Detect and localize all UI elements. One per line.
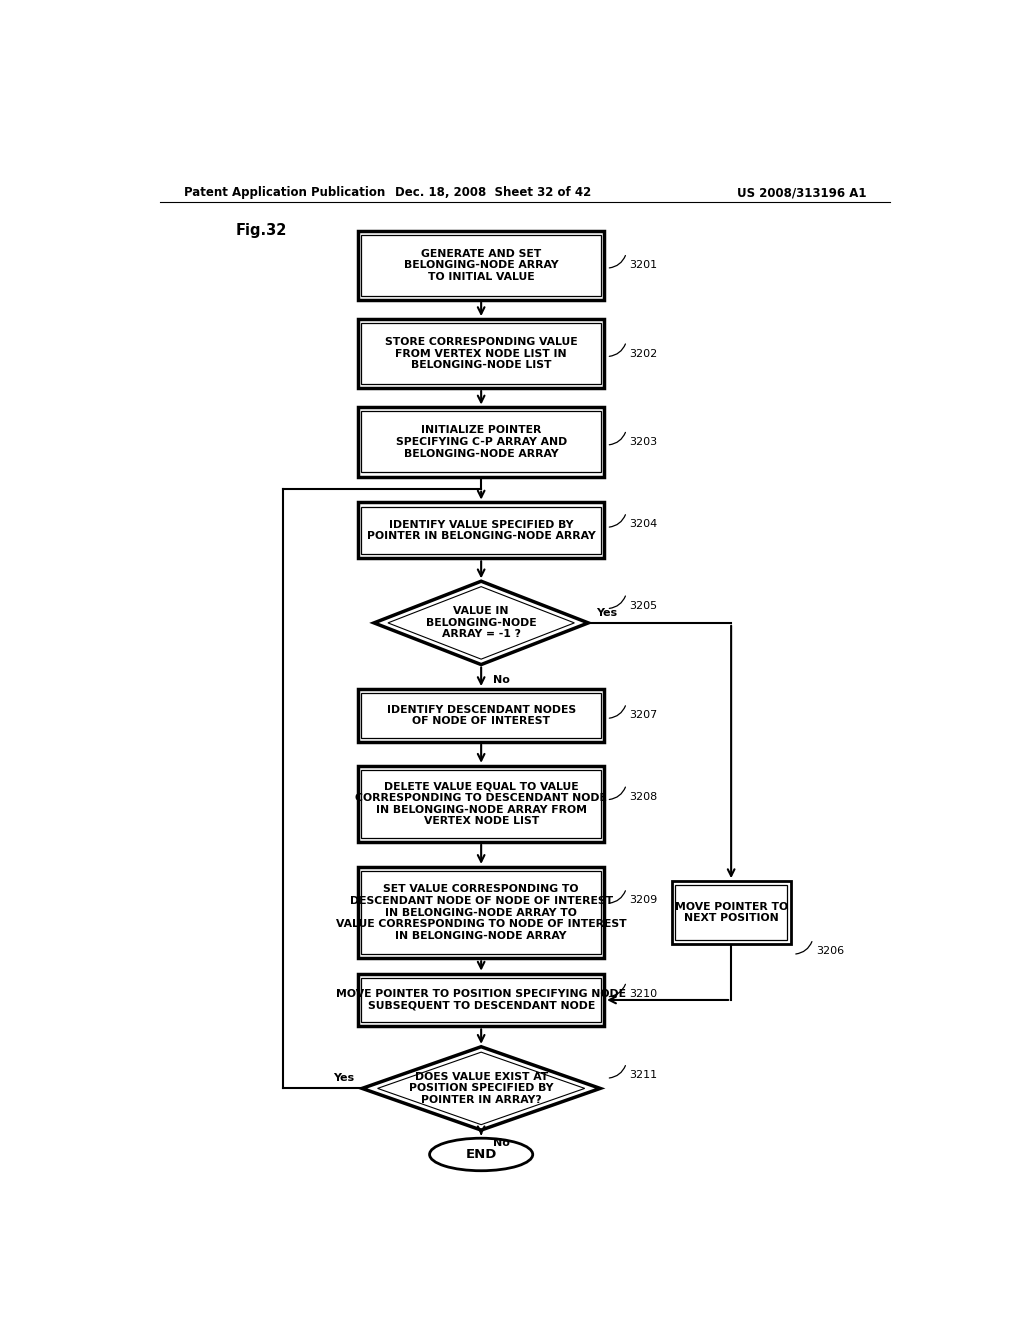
FancyBboxPatch shape xyxy=(358,689,604,742)
Text: US 2008/313196 A1: US 2008/313196 A1 xyxy=(736,186,866,199)
FancyBboxPatch shape xyxy=(675,886,787,940)
FancyBboxPatch shape xyxy=(361,978,601,1022)
Text: 3208: 3208 xyxy=(630,792,657,801)
Ellipse shape xyxy=(430,1138,532,1171)
Text: Patent Application Publication: Patent Application Publication xyxy=(183,186,385,199)
Text: 3203: 3203 xyxy=(630,437,657,447)
Text: Dec. 18, 2008  Sheet 32 of 42: Dec. 18, 2008 Sheet 32 of 42 xyxy=(395,186,591,199)
FancyBboxPatch shape xyxy=(361,323,601,384)
Text: Fig.32: Fig.32 xyxy=(236,223,287,238)
Text: STORE CORRESPONDING VALUE
FROM VERTEX NODE LIST IN
BELONGING-NODE LIST: STORE CORRESPONDING VALUE FROM VERTEX NO… xyxy=(385,337,578,370)
Text: 3209: 3209 xyxy=(630,895,657,906)
Text: 3202: 3202 xyxy=(630,348,657,359)
Text: INITIALIZE POINTER
SPECIFYING C-P ARRAY AND
BELONGING-NODE ARRAY: INITIALIZE POINTER SPECIFYING C-P ARRAY … xyxy=(395,425,566,458)
FancyBboxPatch shape xyxy=(358,974,604,1027)
FancyBboxPatch shape xyxy=(361,235,601,296)
FancyBboxPatch shape xyxy=(358,231,604,300)
Text: Yes: Yes xyxy=(596,607,617,618)
Text: Yes: Yes xyxy=(333,1073,354,1084)
FancyBboxPatch shape xyxy=(361,507,601,554)
Text: 3206: 3206 xyxy=(816,946,844,956)
FancyBboxPatch shape xyxy=(358,408,604,477)
FancyBboxPatch shape xyxy=(672,880,791,944)
Text: END: END xyxy=(466,1148,497,1162)
Text: 3201: 3201 xyxy=(630,260,657,271)
Polygon shape xyxy=(374,581,588,664)
Text: 3204: 3204 xyxy=(630,519,657,529)
FancyBboxPatch shape xyxy=(358,503,604,558)
Text: DELETE VALUE EQUAL TO VALUE
CORRESPONDING TO DESCENDANT NODE
IN BELONGING-NODE A: DELETE VALUE EQUAL TO VALUE CORRESPONDIN… xyxy=(355,781,607,826)
Polygon shape xyxy=(362,1047,600,1130)
Polygon shape xyxy=(378,1052,585,1125)
FancyBboxPatch shape xyxy=(361,412,601,473)
Text: 3211: 3211 xyxy=(630,1071,657,1080)
Text: No: No xyxy=(494,1138,510,1148)
Text: SET VALUE CORRESPONDING TO
DESCENDANT NODE OF NODE OF INTEREST
IN BELONGING-NODE: SET VALUE CORRESPONDING TO DESCENDANT NO… xyxy=(336,884,627,941)
Text: No: No xyxy=(494,675,510,685)
Text: VALUE IN
BELONGING-NODE
ARRAY = -1 ?: VALUE IN BELONGING-NODE ARRAY = -1 ? xyxy=(426,606,537,639)
Text: 3210: 3210 xyxy=(630,989,657,999)
FancyBboxPatch shape xyxy=(361,770,601,838)
Text: GENERATE AND SET
BELONGING-NODE ARRAY
TO INITIAL VALUE: GENERATE AND SET BELONGING-NODE ARRAY TO… xyxy=(403,248,558,281)
FancyBboxPatch shape xyxy=(358,766,604,842)
Text: MOVE POINTER TO
NEXT POSITION: MOVE POINTER TO NEXT POSITION xyxy=(675,902,787,924)
FancyBboxPatch shape xyxy=(358,319,604,388)
Polygon shape xyxy=(388,586,574,659)
FancyBboxPatch shape xyxy=(361,693,601,738)
FancyBboxPatch shape xyxy=(361,871,601,954)
Text: IDENTIFY VALUE SPECIFIED BY
POINTER IN BELONGING-NODE ARRAY: IDENTIFY VALUE SPECIFIED BY POINTER IN B… xyxy=(367,520,596,541)
Text: IDENTIFY DESCENDANT NODES
OF NODE OF INTEREST: IDENTIFY DESCENDANT NODES OF NODE OF INT… xyxy=(387,705,575,726)
Text: 3205: 3205 xyxy=(630,601,657,611)
FancyBboxPatch shape xyxy=(358,867,604,958)
Text: MOVE POINTER TO POSITION SPECIFYING NODE
SUBSEQUENT TO DESCENDANT NODE: MOVE POINTER TO POSITION SPECIFYING NODE… xyxy=(336,989,626,1011)
Text: DOES VALUE EXIST AT
POSITION SPECIFIED BY
POINTER IN ARRAY?: DOES VALUE EXIST AT POSITION SPECIFIED B… xyxy=(409,1072,553,1105)
Text: 3207: 3207 xyxy=(630,710,657,721)
